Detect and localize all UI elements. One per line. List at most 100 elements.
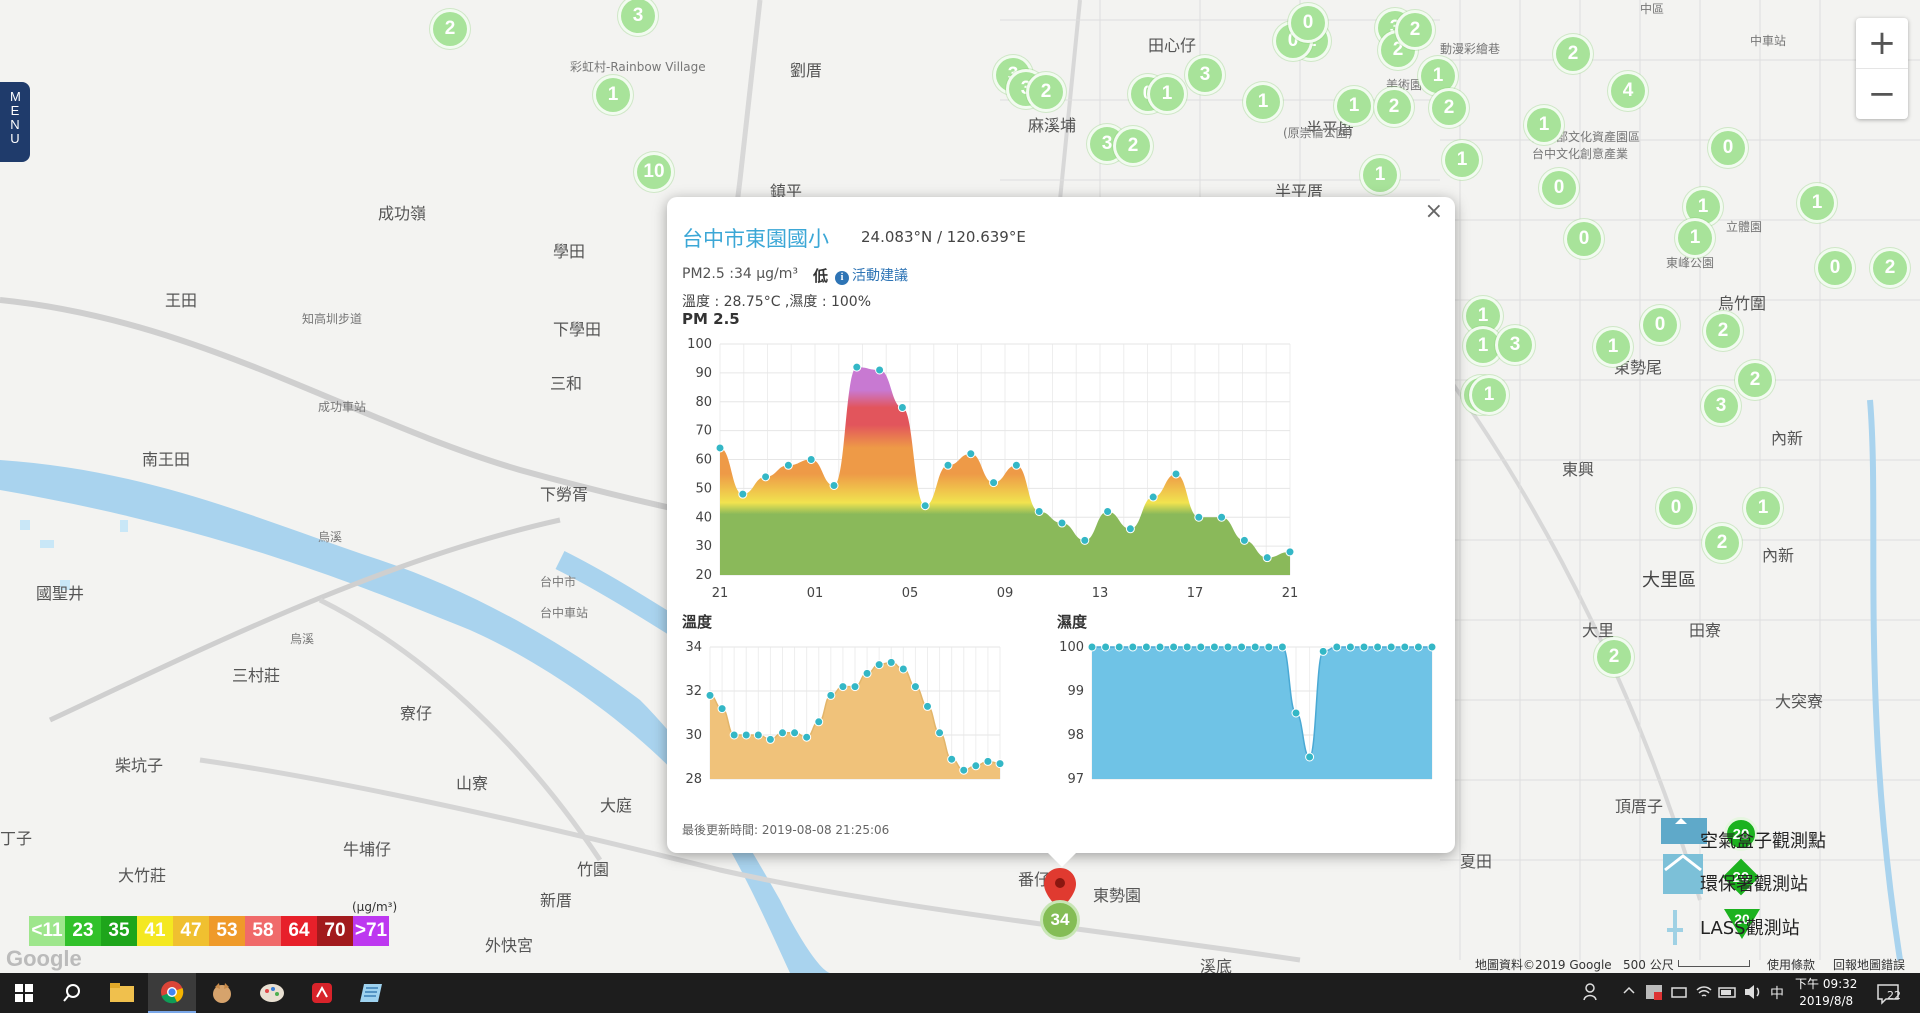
chrome-button[interactable] — [148, 973, 196, 1013]
station-cluster[interactable]: 3 — [1185, 55, 1225, 95]
data-point[interactable] — [971, 761, 981, 771]
data-point[interactable] — [1223, 642, 1233, 652]
station-cluster[interactable]: 1 — [1524, 105, 1564, 145]
people-icon[interactable] — [1583, 983, 1601, 1005]
station-cluster[interactable]: 0 — [1656, 488, 1696, 528]
data-point[interactable] — [1250, 642, 1260, 652]
data-point[interactable] — [1237, 642, 1247, 652]
station-cluster[interactable]: 0 — [1640, 305, 1680, 345]
station-cluster[interactable]: 1 — [1743, 488, 1783, 528]
station-cluster[interactable]: 1 — [1797, 183, 1837, 223]
station-cluster[interactable]: 3 — [1495, 325, 1535, 365]
data-point[interactable] — [897, 403, 907, 413]
station-cluster[interactable]: 2 — [430, 9, 470, 49]
station-marker[interactable] — [1040, 866, 1080, 938]
data-point[interactable] — [959, 765, 969, 775]
data-point[interactable] — [806, 455, 816, 464]
station-cluster[interactable]: 2 — [1026, 72, 1066, 112]
app-button-4[interactable] — [348, 973, 396, 1013]
data-point[interactable] — [753, 730, 763, 740]
volume-icon[interactable] — [1743, 983, 1763, 1005]
notifications-button[interactable]: 22 — [1876, 983, 1902, 1009]
data-point[interactable] — [826, 690, 836, 700]
station-cluster[interactable]: 2 — [1735, 360, 1775, 400]
search-button[interactable] — [48, 973, 96, 1013]
security-icon[interactable] — [1645, 983, 1663, 1005]
data-point[interactable] — [1128, 642, 1138, 652]
activity-advice-link[interactable]: i 活動建議 — [835, 265, 908, 285]
wifi-icon[interactable] — [1695, 983, 1713, 1005]
google-logo[interactable]: Google — [6, 946, 82, 971]
data-point[interactable] — [717, 704, 727, 714]
data-point[interactable] — [1305, 752, 1315, 762]
data-point[interactable] — [923, 701, 932, 711]
data-point[interactable] — [783, 460, 793, 470]
data-point[interactable] — [738, 489, 748, 499]
data-point[interactable] — [1125, 524, 1135, 534]
station-cluster[interactable]: 1 — [1334, 86, 1374, 126]
data-point[interactable] — [1291, 708, 1301, 718]
station-cluster[interactable]: 2 — [1113, 126, 1153, 166]
usb-icon[interactable] — [1670, 983, 1688, 1005]
station-cluster[interactable]: 4 — [1608, 71, 1648, 111]
data-point[interactable] — [715, 443, 725, 453]
station-cluster[interactable]: 3 — [1701, 386, 1741, 426]
data-point[interactable] — [1155, 642, 1165, 652]
data-point[interactable] — [1332, 642, 1342, 652]
data-point[interactable] — [874, 660, 884, 670]
station-cluster[interactable]: 3 — [618, 0, 658, 36]
data-point[interactable] — [1264, 642, 1274, 652]
data-point[interactable] — [761, 472, 771, 482]
data-point[interactable] — [741, 730, 751, 740]
data-point[interactable] — [1182, 642, 1192, 652]
data-point[interactable] — [983, 756, 993, 766]
data-point[interactable] — [1217, 512, 1227, 522]
app-button-3[interactable] — [298, 973, 346, 1013]
data-point[interactable] — [1262, 553, 1272, 563]
station-cluster[interactable]: 2 — [1374, 87, 1414, 127]
data-point[interactable] — [802, 732, 812, 742]
data-point[interactable] — [1196, 642, 1206, 652]
data-point[interactable] — [729, 730, 739, 740]
data-point[interactable] — [1345, 642, 1355, 652]
data-point[interactable] — [1194, 512, 1204, 522]
data-point[interactable] — [1103, 506, 1113, 516]
app-button-1[interactable] — [198, 973, 246, 1013]
data-point[interactable] — [1427, 642, 1437, 652]
data-point[interactable] — [1080, 535, 1090, 545]
station-cluster[interactable]: 2 — [1870, 248, 1910, 288]
data-point[interactable] — [829, 480, 839, 490]
station-cluster[interactable]: 1 — [1675, 218, 1715, 258]
data-point[interactable] — [1114, 642, 1124, 652]
station-cluster[interactable]: 1 — [1442, 140, 1482, 180]
data-point[interactable] — [850, 682, 860, 692]
data-point[interactable] — [1148, 492, 1158, 502]
data-point[interactable] — [1386, 642, 1396, 652]
data-point[interactable] — [1011, 460, 1021, 470]
station-cluster[interactable]: 1 — [1360, 155, 1400, 195]
data-point[interactable] — [943, 460, 953, 470]
data-point[interactable] — [790, 728, 800, 738]
data-point[interactable] — [966, 449, 976, 459]
station-cluster[interactable]: 0 — [1708, 128, 1748, 168]
menu-tab[interactable]: MENU — [0, 82, 30, 162]
data-point[interactable] — [1169, 642, 1179, 652]
data-point[interactable] — [1141, 642, 1151, 652]
data-point[interactable] — [1239, 535, 1249, 545]
data-point[interactable] — [875, 365, 885, 375]
data-point[interactable] — [898, 664, 908, 674]
station-cluster[interactable]: 1 — [593, 75, 633, 115]
station-cluster[interactable]: 2 — [1702, 523, 1742, 563]
data-point[interactable] — [886, 657, 896, 667]
station-cluster[interactable]: 2 — [1395, 10, 1435, 50]
app-button-2[interactable] — [248, 973, 296, 1013]
data-point[interactable] — [862, 668, 872, 678]
start-button[interactable] — [0, 973, 48, 1013]
data-point[interactable] — [1209, 642, 1219, 652]
station-cluster[interactable]: 0 — [1288, 3, 1328, 43]
data-point[interactable] — [1277, 642, 1287, 652]
zoom-out-button[interactable]: − — [1856, 68, 1908, 119]
data-point[interactable] — [1057, 518, 1067, 528]
station-cluster[interactable]: 1 — [1418, 56, 1458, 96]
data-point[interactable] — [1400, 642, 1410, 652]
